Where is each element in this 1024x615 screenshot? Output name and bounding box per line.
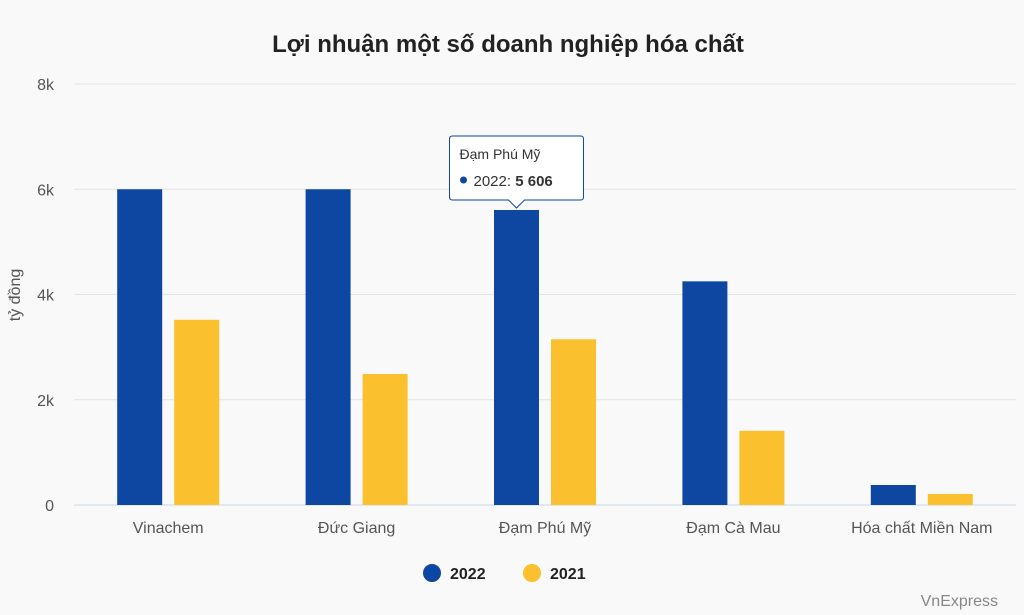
chart-title: Lợi nhuận một số doanh nghiệp hóa chất (272, 31, 744, 58)
bars (117, 189, 973, 505)
x-tick-label: Đạm Phú Mỹ (499, 520, 591, 537)
y-tick-label: 6k (37, 182, 55, 199)
x-axis-ticks: Vinachem Đức Giang Đạm Phú Mỹ Đạm Cà Mau Hóa… (133, 520, 993, 537)
legend-marker-2021[interactable] (523, 564, 541, 582)
bar-2022-1[interactable] (305, 189, 351, 505)
y-tick-label: 0 (45, 498, 54, 515)
x-tick-label: Đức Giang (318, 520, 395, 537)
tooltip: Đạm Phú Mỹ 2022: 5 606 (449, 135, 584, 209)
bar-2022-3[interactable] (682, 281, 728, 505)
tooltip-box (449, 135, 584, 209)
legend-label-2021[interactable]: 2021 (550, 566, 586, 583)
x-tick-label: Hóa chất Miền Nam (851, 520, 992, 537)
bar-2022-2[interactable] (494, 209, 539, 505)
grid-lines (74, 83, 1016, 506)
tooltip-value: 2022: 5 606 (474, 173, 553, 190)
bar-2021-2[interactable] (551, 339, 596, 505)
legend-label-2022[interactable]: 2022 (450, 566, 486, 583)
bar-2022-0[interactable] (117, 189, 163, 505)
bar-2022-4[interactable] (870, 485, 916, 505)
credit-text: VnExpress (921, 593, 998, 610)
bar-2021-0[interactable] (174, 319, 220, 505)
y-axis-label: tỷ đồng (7, 269, 24, 321)
y-tick-label: 2k (37, 393, 55, 410)
legend-marker-2022[interactable] (423, 564, 441, 582)
y-tick-label: 8k (37, 77, 55, 94)
y-axis-ticks: 0 2k 4k 6k 8k (37, 77, 55, 515)
y-tick-label: 4k (37, 288, 55, 305)
x-tick-label: Đạm Cà Mau (686, 520, 780, 537)
tooltip-dot (460, 176, 467, 184)
tooltip-category: Đạm Phú Mỹ (460, 146, 541, 162)
legend: 2022 2021 (423, 564, 586, 583)
bar-2021-1[interactable] (362, 373, 408, 505)
bar-2021-3[interactable] (739, 430, 785, 505)
x-tick-label: Vinachem (133, 520, 204, 537)
bar-2021-4[interactable] (927, 493, 973, 505)
